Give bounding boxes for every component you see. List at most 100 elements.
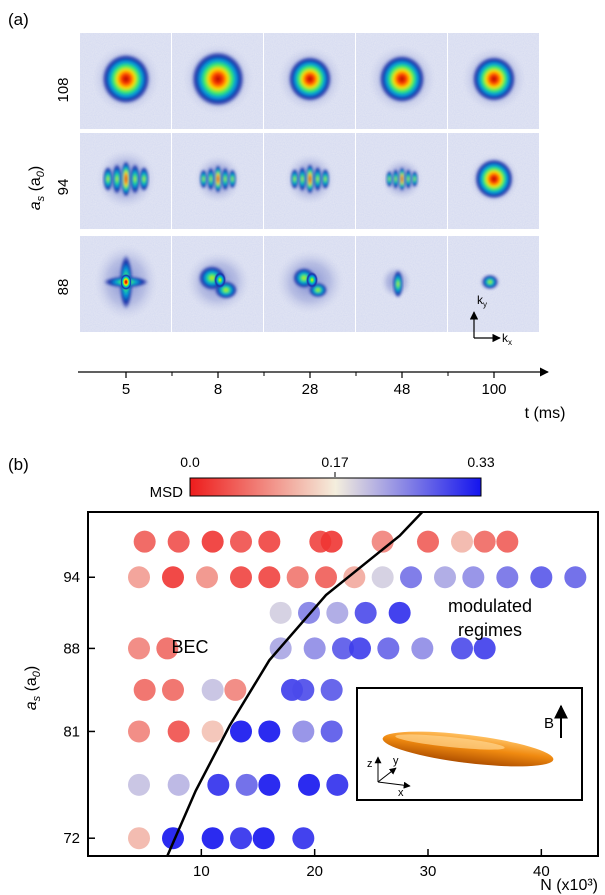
msd-point: [434, 566, 456, 589]
colorbar-tick-0: 0.0: [180, 454, 200, 470]
absorption-frame: [172, 33, 263, 129]
phase-boundary-curve: [166, 511, 424, 857]
msd-point: [196, 566, 218, 589]
msd-point: [128, 637, 150, 660]
absorption-frame: [356, 33, 447, 129]
row-label-88: 88: [55, 279, 72, 296]
msd-point: [286, 566, 309, 589]
msd-point: [343, 566, 366, 589]
msd-point: [298, 773, 320, 796]
msd-point: [292, 720, 315, 743]
panel-a-ylabel: as (a0): [27, 166, 47, 211]
row-label-108: 108: [55, 77, 72, 102]
msd-point: [371, 530, 394, 553]
msd-point: [258, 720, 281, 743]
msd-point: [462, 566, 485, 589]
msd-point: [320, 720, 343, 743]
msd-point: [201, 720, 224, 743]
colorbar-title: MSD: [150, 484, 184, 501]
msd-point: [167, 720, 190, 743]
time-tick-label: 48: [394, 381, 411, 398]
trap-inset: B z y x: [356, 687, 583, 801]
msd-point: [377, 637, 400, 660]
msd-point: [252, 827, 275, 850]
msd-point: [417, 530, 439, 553]
modulated-label-line2: regimes: [458, 620, 522, 640]
msd-point: [133, 678, 156, 701]
msd-point: [371, 566, 394, 589]
msd-point: [320, 530, 343, 553]
z-axis-label: z: [367, 758, 373, 770]
absorption-frame: [80, 236, 171, 332]
y-tick-label: 94: [63, 569, 80, 586]
panel-b-label: (b): [8, 455, 29, 474]
absorption-frame: [448, 236, 539, 332]
msd-point: [230, 720, 252, 743]
msd-point: [128, 827, 150, 850]
y-tick-label: 81: [63, 723, 80, 740]
msd-point: [388, 601, 411, 624]
msd-point: [496, 566, 519, 589]
msd-point: [332, 637, 354, 660]
y-axis-arrow: [377, 767, 397, 783]
x-axis-arrow: [377, 781, 411, 789]
absorption-frame: [356, 133, 447, 229]
msd-point: [451, 637, 473, 660]
msd-point: [230, 827, 252, 850]
x-tick-label: 10: [193, 863, 210, 880]
axis-ticks: 10 20 30 40 72 81 88 94: [63, 569, 549, 880]
y-tick-label: 88: [63, 640, 80, 657]
absorption-frame: [264, 133, 355, 229]
msd-point: [128, 773, 150, 796]
msd-point: [167, 530, 190, 553]
absorption-frame: [264, 236, 355, 332]
time-ticks: 5 8 28 48 100: [122, 372, 507, 398]
msd-point: [303, 637, 326, 660]
b-field-label: B: [544, 715, 554, 732]
absorption-frame: [80, 133, 171, 229]
msd-point: [400, 566, 422, 589]
absorption-images: [80, 33, 539, 332]
panel-b-ylabel: as (a0): [23, 666, 43, 711]
msd-point: [230, 530, 252, 553]
y-axis-label: y: [393, 755, 399, 767]
msd-point: [451, 530, 473, 553]
time-tick-label: 100: [481, 381, 506, 398]
msd-point: [133, 530, 156, 553]
k-axes-indicator: ky kx: [469, 293, 512, 347]
absorption-frame: [448, 33, 539, 129]
msd-point: [269, 601, 292, 624]
absorption-frame: [172, 133, 263, 229]
plot-frame: [87, 511, 599, 857]
msd-point: [564, 566, 587, 589]
msd-point: [156, 637, 179, 660]
msd-point: [349, 637, 371, 660]
msd-point: [162, 678, 184, 701]
msd-point: [326, 601, 349, 624]
msd-point: [496, 530, 519, 553]
absorption-frame: [448, 133, 539, 229]
msd-point: [162, 566, 184, 589]
colorbar-tick-2: 0.33: [467, 454, 494, 470]
msd-point: [128, 566, 150, 589]
msd-point: [201, 827, 224, 850]
panel-a-label: (a): [8, 10, 29, 29]
msd-point: [530, 566, 553, 589]
y-tick-label: 72: [63, 830, 80, 847]
msd-point: [207, 773, 230, 796]
msd-point: [354, 601, 377, 624]
data-points: [128, 530, 587, 850]
x-tick-label: 20: [306, 863, 323, 880]
msd-point: [258, 530, 281, 553]
msd-point: [411, 637, 434, 660]
panel-b-xlabel: N (x10³): [540, 877, 598, 894]
absorption-frame: [172, 236, 263, 332]
colorbar: 0.0 0.17 0.33 MSD: [150, 454, 495, 501]
colorbar-tick-1: 0.17: [321, 454, 348, 470]
time-axis-label: t (ms): [525, 405, 566, 422]
bec-cloud-highlight: [395, 734, 505, 750]
bec-region-label: BEC: [171, 637, 208, 657]
msd-point: [315, 566, 337, 589]
x-tick-label: 30: [420, 863, 437, 880]
